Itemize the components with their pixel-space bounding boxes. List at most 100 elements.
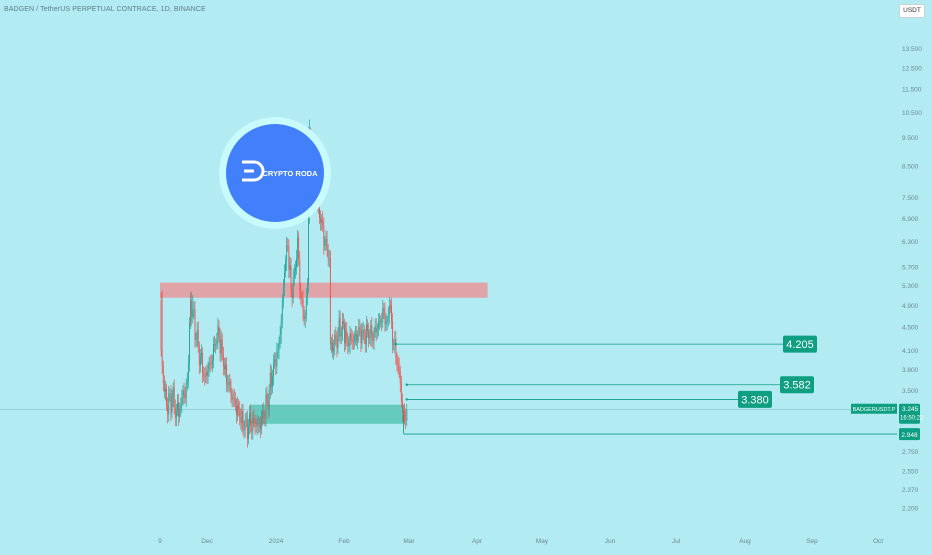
candle-body bbox=[339, 318, 341, 337]
x-tick-label: Jun bbox=[605, 538, 616, 545]
candle-body bbox=[189, 322, 190, 364]
candle-body bbox=[401, 401, 403, 414]
candle-body bbox=[207, 370, 209, 376]
candle-body bbox=[375, 326, 377, 333]
x-tick-label: May bbox=[536, 538, 549, 545]
candle-body bbox=[231, 394, 233, 400]
target-label: 3.380 bbox=[741, 394, 769, 406]
candle-body bbox=[404, 411, 406, 418]
candle-body bbox=[268, 390, 270, 411]
y-tick-label: 4.100 bbox=[902, 348, 919, 355]
candle-body bbox=[208, 362, 210, 371]
candle-body bbox=[338, 318, 340, 333]
candle-body bbox=[371, 325, 373, 340]
candle-body bbox=[280, 321, 282, 335]
candle-body bbox=[177, 402, 178, 410]
candle-body bbox=[262, 410, 264, 418]
candle-body bbox=[183, 390, 185, 396]
candle-body bbox=[301, 298, 303, 299]
currency-button[interactable]: USDT bbox=[899, 4, 925, 18]
candle-body bbox=[343, 321, 344, 324]
target-dot bbox=[405, 383, 408, 386]
candle-body bbox=[381, 320, 383, 323]
y-tick-label: 2.370 bbox=[902, 487, 919, 494]
candle-body bbox=[395, 339, 397, 359]
x-tick-label: Oct bbox=[873, 538, 883, 545]
x-axis: 9 Dec 2024 Feb Mar Apr May Jun Jul Aug Sep Oct bbox=[158, 538, 883, 545]
candle-body bbox=[168, 394, 170, 415]
candle-body bbox=[296, 258, 297, 267]
candle-body bbox=[214, 344, 216, 346]
y-tick-label: 9.500 bbox=[902, 135, 919, 142]
candle-body bbox=[216, 340, 218, 345]
candle-body bbox=[373, 332, 375, 342]
candle-body bbox=[255, 425, 257, 427]
candle-body bbox=[202, 352, 204, 375]
candle-body bbox=[328, 258, 330, 260]
candle-body bbox=[219, 335, 221, 354]
y-tick-label: 3.500 bbox=[902, 388, 919, 395]
candle-body bbox=[201, 352, 202, 357]
y-tick-label: 4.500 bbox=[902, 324, 919, 331]
y-tick-label: 6.900 bbox=[902, 216, 919, 223]
candle-body bbox=[326, 238, 328, 250]
candle-body bbox=[229, 381, 231, 388]
candle-body bbox=[334, 335, 336, 348]
candle-body bbox=[360, 328, 362, 344]
candle-body bbox=[249, 413, 250, 426]
x-tick-label: Aug bbox=[739, 538, 751, 545]
candle-body bbox=[327, 249, 329, 259]
candle-body bbox=[246, 419, 248, 439]
y-tick-label: 2.550 bbox=[902, 468, 919, 475]
candle-body bbox=[169, 393, 171, 395]
candle-body bbox=[163, 383, 165, 392]
candle-body bbox=[397, 363, 399, 367]
candle-body bbox=[263, 410, 265, 418]
candle-body bbox=[368, 330, 370, 339]
candle-body bbox=[392, 321, 394, 345]
candle-body bbox=[192, 310, 194, 318]
candle-body bbox=[291, 290, 293, 298]
candle-body bbox=[353, 336, 355, 343]
target-label: 3.582 bbox=[783, 380, 811, 392]
candle-body bbox=[386, 321, 388, 323]
logo-text: CRYPTO RODA bbox=[262, 169, 318, 178]
candle-body bbox=[341, 321, 343, 332]
x-tick-label: Apr bbox=[472, 538, 483, 545]
candle-body bbox=[298, 237, 300, 260]
candle-body bbox=[300, 290, 302, 299]
candle-body bbox=[391, 305, 392, 322]
candle-body bbox=[241, 410, 243, 424]
x-tick-label: 9 bbox=[158, 538, 162, 545]
target-dot bbox=[405, 398, 408, 401]
candle-body bbox=[185, 383, 187, 398]
resistance-zone bbox=[160, 282, 488, 298]
candle-body bbox=[297, 237, 299, 259]
candle-body bbox=[233, 397, 235, 399]
y-tick-label: 2.200 bbox=[902, 506, 919, 513]
candle-body bbox=[235, 405, 237, 415]
candle-body bbox=[243, 429, 245, 431]
y-axis: 13.500 12.500 11.500 10.500 9.500 8.500 7.500 6… bbox=[902, 46, 922, 513]
candle-body bbox=[396, 358, 398, 364]
candle-body bbox=[260, 424, 261, 430]
countdown: 16:50:22 bbox=[900, 416, 924, 422]
candle-body bbox=[377, 321, 379, 329]
candle-body bbox=[221, 339, 223, 355]
candle-body bbox=[203, 374, 205, 376]
candle-body bbox=[225, 364, 226, 370]
candle-body bbox=[275, 359, 277, 367]
stop-label-box bbox=[899, 428, 920, 441]
target-label-box bbox=[783, 335, 817, 353]
candle-body bbox=[198, 347, 200, 366]
candle-body bbox=[405, 417, 407, 421]
candle-body bbox=[256, 422, 258, 427]
candle-body bbox=[161, 350, 163, 366]
candle-body bbox=[273, 363, 275, 377]
candle-body bbox=[253, 417, 255, 422]
candle-body bbox=[261, 417, 263, 430]
candle-body bbox=[210, 363, 212, 364]
chart-title: BADGEN / TetherUS PERPETUAL CONTRACE, 1D… bbox=[4, 6, 206, 13]
